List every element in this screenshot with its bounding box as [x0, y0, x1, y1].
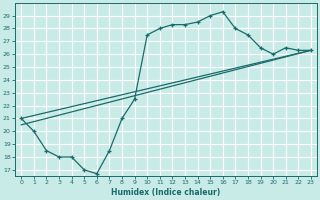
X-axis label: Humidex (Indice chaleur): Humidex (Indice chaleur): [111, 188, 221, 197]
